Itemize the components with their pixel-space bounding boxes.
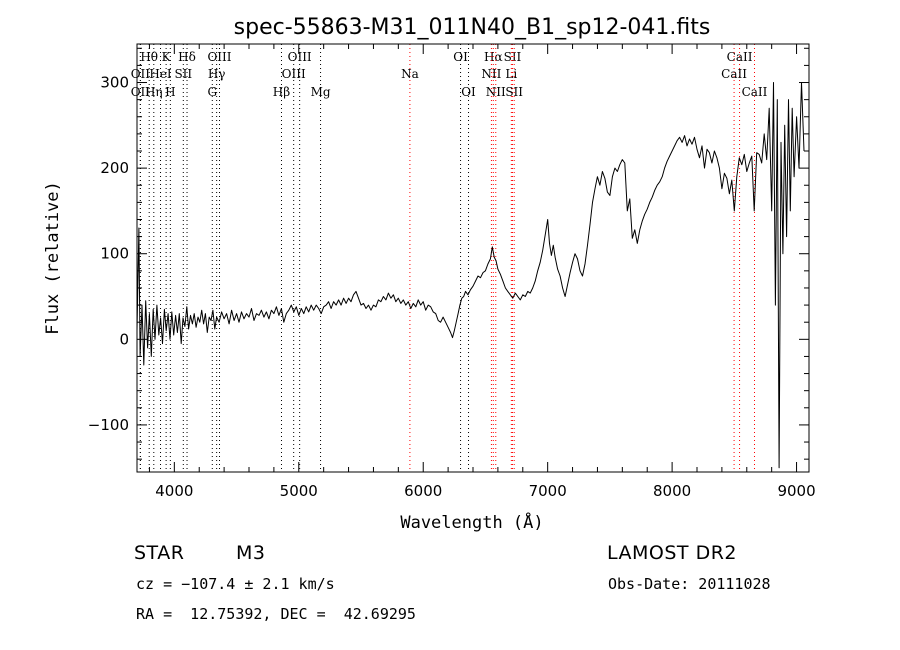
- x-axis-label: Wavelength (Å): [400, 511, 543, 533]
- line-marker-label: Hθ: [140, 50, 158, 64]
- line-marker-label: G: [207, 85, 217, 99]
- x-tick-label: 8000: [653, 482, 691, 500]
- line-marker-label: OIII: [282, 67, 306, 81]
- line-marker-label: SII: [174, 67, 192, 81]
- line-marker-label: OII: [131, 67, 151, 81]
- line-marker-label: K: [162, 50, 172, 64]
- line-marker-label: OIII: [288, 50, 312, 64]
- line-marker-label: HeI: [149, 67, 172, 81]
- line-marker-label: Hβ: [273, 85, 290, 99]
- line-marker-label: Mg: [311, 85, 331, 99]
- plot-frame: [136, 43, 810, 473]
- line-marker-label: OIII: [207, 50, 231, 64]
- line-marker-label: Hη: [145, 85, 163, 99]
- y-tick-label: 300: [100, 74, 129, 92]
- observation-date: Obs-Date: 20111028: [608, 575, 771, 593]
- y-axis-label: Flux (relative): [43, 181, 63, 335]
- line-marker-label: CaII: [742, 85, 768, 99]
- line-marker-label: SII: [504, 50, 522, 64]
- line-marker-label: H: [165, 85, 175, 99]
- series-layer: [136, 82, 805, 469]
- line-marker-label: OI: [461, 85, 476, 99]
- line-marker-label: CaII: [727, 50, 753, 64]
- x-tick-label: 6000: [404, 482, 442, 500]
- x-tick-label: 7000: [529, 482, 567, 500]
- line-marker-label: NII: [486, 85, 506, 99]
- line-marker-label: Li: [505, 67, 517, 81]
- line-marker-label: CaII: [721, 67, 747, 81]
- axis-ticks: 4000 5000 6000 7000 8000 9000 −100 0 100 200 300: [88, 44, 816, 500]
- y-tick-label: −100: [88, 416, 129, 434]
- sky-coordinates: RA = 12.75392, DEC = 42.69295: [136, 605, 416, 623]
- line-marker-label: Hα: [484, 50, 503, 64]
- y-tick-label: 100: [100, 245, 129, 263]
- x-tick-label: 4000: [155, 482, 193, 500]
- chart-title: spec-55863-M31_011N40_B1_sp12-041.fits: [234, 15, 711, 40]
- line-marker-label: OII: [131, 85, 151, 99]
- y-tick-label: 0: [119, 330, 129, 348]
- x-tick-label: 5000: [280, 482, 318, 500]
- flux-series-line: [136, 82, 805, 469]
- redshift-cz: cz = −107.4 ± 2.1 km/s: [136, 575, 335, 593]
- x-tick-label: 9000: [777, 482, 815, 500]
- line-marker-label: SII: [505, 85, 523, 99]
- line-marker-label: NII: [481, 67, 501, 81]
- survey-name: LAMOST DR2: [607, 542, 737, 564]
- object-class: STAR: [134, 542, 185, 564]
- line-marker-label: Hγ: [208, 67, 226, 81]
- line-marker-label: OI: [453, 50, 468, 64]
- y-tick-label: 200: [100, 159, 129, 177]
- line-marker-label: Hδ: [178, 50, 196, 64]
- line-marker-label: Na: [401, 67, 419, 81]
- object-subclass: M3: [236, 542, 266, 564]
